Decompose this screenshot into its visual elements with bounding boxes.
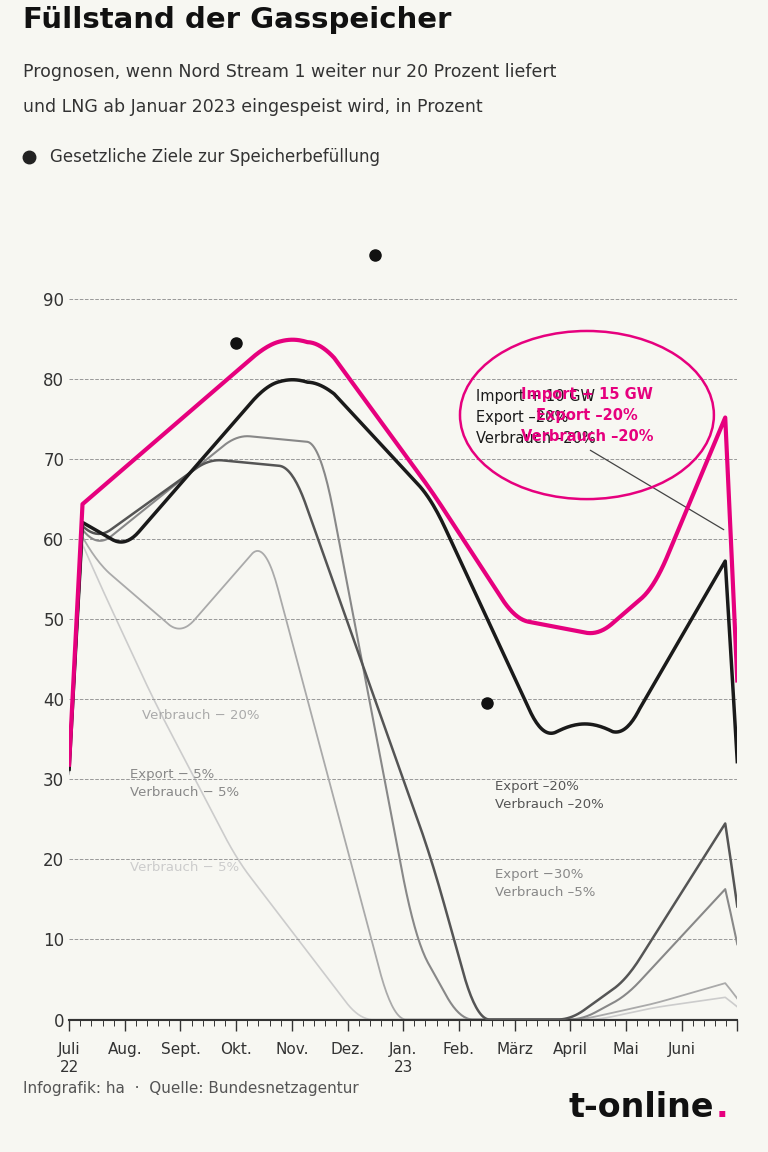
Text: Import + 10 GW
Export –20%
Verbrauch –20%: Import + 10 GW Export –20% Verbrauch –20… — [475, 389, 723, 530]
Text: Nov.: Nov. — [275, 1041, 309, 1056]
Text: Jan.: Jan. — [389, 1041, 417, 1056]
Text: und LNG ab Januar 2023 eingespeist wird, in Prozent: und LNG ab Januar 2023 eingespeist wird,… — [23, 98, 482, 116]
Text: Infografik: ha  ·  Quelle: Bundesnetzagentur: Infografik: ha · Quelle: Bundesnetzagent… — [23, 1082, 359, 1097]
Text: April: April — [553, 1041, 588, 1056]
Text: Import + 15 GW
Export –20%
Verbrauch –20%: Import + 15 GW Export –20% Verbrauch –20… — [521, 387, 654, 444]
Text: 22: 22 — [59, 1060, 79, 1075]
Text: Juli: Juli — [58, 1041, 81, 1056]
Text: Export –20%
Verbrauch –20%: Export –20% Verbrauch –20% — [495, 780, 604, 811]
Text: t-online: t-online — [569, 1091, 714, 1124]
Text: Prognosen, wenn Nord Stream 1 weiter nur 20 Prozent liefert: Prognosen, wenn Nord Stream 1 weiter nur… — [23, 62, 556, 81]
Text: Juni: Juni — [667, 1041, 696, 1056]
Text: Feb.: Feb. — [443, 1041, 475, 1056]
Text: Aug.: Aug. — [108, 1041, 142, 1056]
Text: Verbrauch − 5%: Verbrauch − 5% — [131, 861, 240, 874]
Text: Export −30%
Verbrauch –5%: Export −30% Verbrauch –5% — [495, 867, 595, 899]
Text: 23: 23 — [393, 1060, 413, 1075]
Text: Mai: Mai — [613, 1041, 639, 1056]
Text: Dez.: Dez. — [330, 1041, 365, 1056]
Text: .: . — [716, 1091, 728, 1124]
Text: März: März — [496, 1041, 533, 1056]
Text: Sept.: Sept. — [161, 1041, 200, 1056]
Text: Gesetzliche Ziele zur Speicherbefüllung: Gesetzliche Ziele zur Speicherbefüllung — [50, 147, 380, 166]
Text: Okt.: Okt. — [220, 1041, 252, 1056]
Text: Verbrauch − 20%: Verbrauch − 20% — [141, 708, 259, 722]
Text: Export − 5%
Verbrauch − 5%: Export − 5% Verbrauch − 5% — [131, 768, 240, 798]
Text: Füllstand der Gasspeicher: Füllstand der Gasspeicher — [23, 6, 452, 33]
